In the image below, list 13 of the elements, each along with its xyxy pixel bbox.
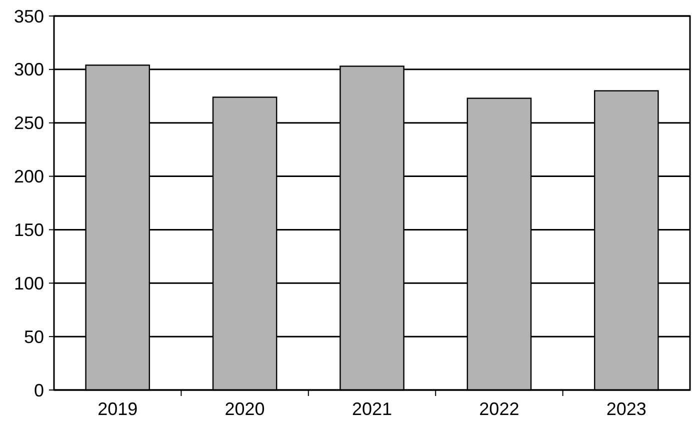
x-tick-label: 2021	[352, 399, 392, 419]
x-tick-label: 2022	[479, 399, 520, 419]
y-tick-label: 200	[14, 166, 44, 187]
y-tick-label: 150	[14, 220, 44, 240]
y-tick-label: 0	[34, 380, 44, 400]
x-tick-label: 2023	[606, 399, 646, 419]
y-tick-label: 250	[14, 113, 44, 134]
x-tick-label: 2019	[98, 399, 138, 419]
y-tick-label: 350	[14, 6, 44, 26]
y-tick-label: 300	[14, 60, 44, 80]
y-tick-label: 100	[14, 273, 44, 294]
x-tick-label: 2020	[224, 399, 265, 419]
y-tick-label: 50	[24, 326, 44, 347]
